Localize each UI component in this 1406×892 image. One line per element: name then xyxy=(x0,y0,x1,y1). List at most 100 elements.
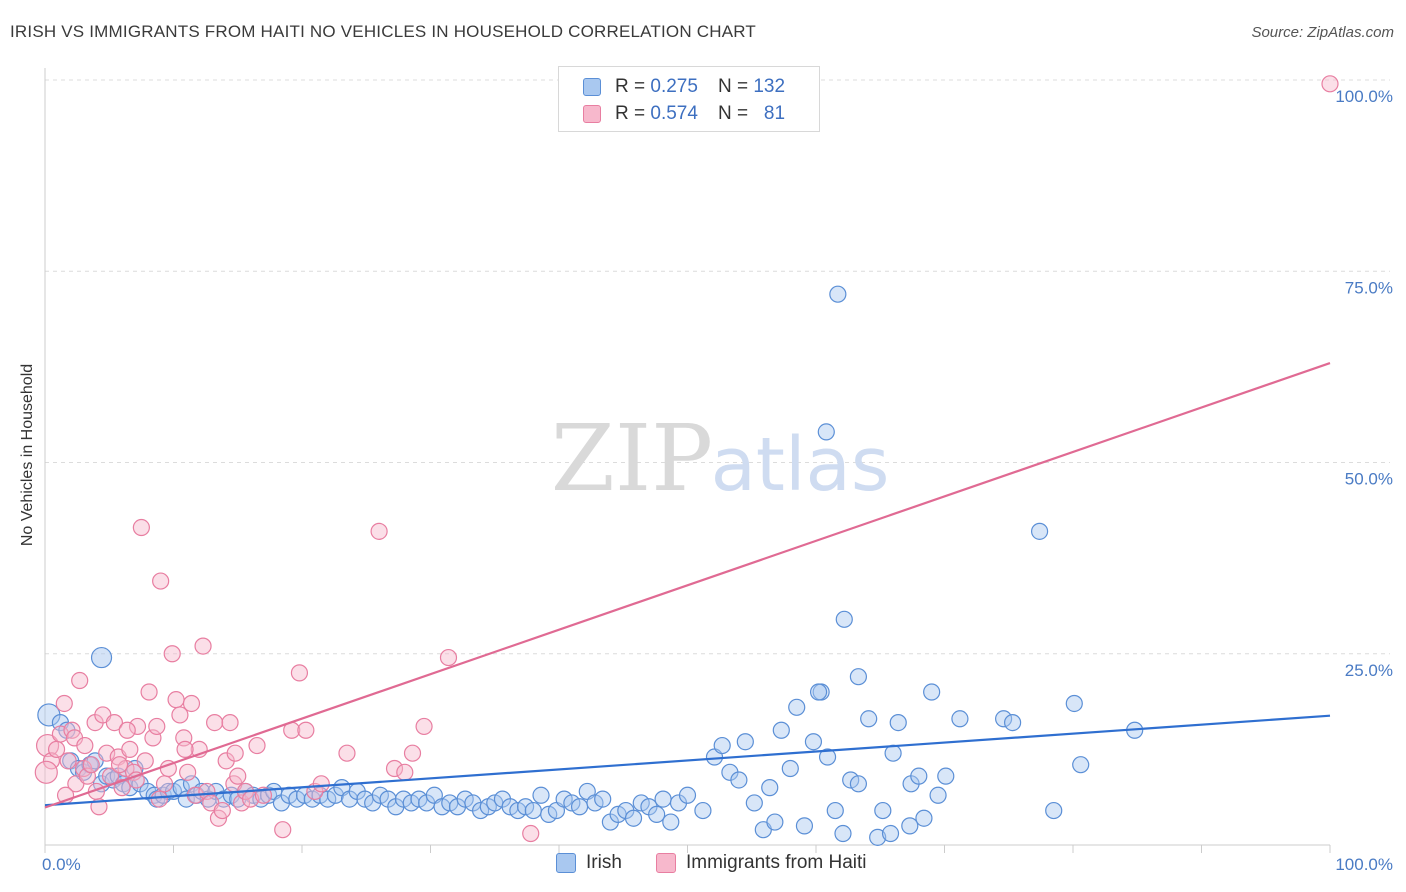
haiti-legend-swatch xyxy=(656,853,676,873)
legend-row-haiti: R = 0.574 N = 81 xyxy=(583,101,785,127)
haiti-point xyxy=(179,763,197,781)
haiti-point xyxy=(118,721,136,739)
irish-point xyxy=(834,824,852,843)
haiti-point xyxy=(59,752,77,770)
gridlines xyxy=(45,79,1390,655)
series-legend: Irish Immigrants from Haiti xyxy=(0,852,1406,878)
irish-point xyxy=(781,759,799,778)
haiti-point xyxy=(297,721,315,739)
irish-point xyxy=(901,817,919,835)
trend-lines xyxy=(44,362,1331,809)
irish-point xyxy=(761,779,779,797)
haiti-point xyxy=(248,736,266,755)
series-legend-irish[interactable]: Irish xyxy=(556,852,622,874)
irish-point xyxy=(788,698,806,716)
irish-point xyxy=(842,771,860,789)
watermark-atlas: atlas xyxy=(711,422,890,508)
haiti-point xyxy=(182,694,201,713)
irish-point xyxy=(818,748,837,766)
irish-point xyxy=(624,809,643,827)
haiti-point xyxy=(396,763,414,781)
irish-point xyxy=(632,794,650,812)
haiti-point xyxy=(439,648,458,667)
haiti-point xyxy=(110,756,129,774)
irish-point xyxy=(795,817,814,835)
haiti-point xyxy=(176,740,194,758)
irish-point xyxy=(1045,801,1063,820)
y-tick-label: 100.0% xyxy=(1335,87,1393,106)
haiti-point xyxy=(1321,75,1339,93)
haiti-point xyxy=(171,706,189,724)
irish-r-label: R = xyxy=(615,76,646,97)
irish-point xyxy=(829,285,847,303)
haiti-point xyxy=(206,713,224,732)
source-label: Source: ZipAtlas.com xyxy=(1251,24,1394,41)
series-legend-haiti[interactable]: Immigrants from Haiti xyxy=(656,852,867,874)
haiti-point xyxy=(82,756,100,774)
irish-point xyxy=(951,710,969,728)
haiti-r-value: 0.574 xyxy=(650,103,698,124)
legend-row-irish: R = 0.275 N = 132 xyxy=(583,74,785,100)
haiti-point xyxy=(121,740,139,758)
correlation-legend: R = 0.275 N = 132 R = 0.574 N = 81 xyxy=(558,66,820,132)
irish-legend-swatch xyxy=(556,853,576,873)
irish-point xyxy=(929,786,947,804)
irish-point xyxy=(472,801,490,820)
haiti-point xyxy=(229,767,247,785)
haiti-point xyxy=(155,775,174,793)
haiti-point xyxy=(163,645,181,663)
irish-point xyxy=(804,733,823,751)
irish-point xyxy=(1065,694,1083,713)
haiti-point xyxy=(415,717,433,736)
haiti-point xyxy=(194,637,212,655)
haiti-point xyxy=(290,664,309,682)
irish-point xyxy=(915,809,933,827)
haiti-n-label: N = xyxy=(717,103,749,124)
irish-point xyxy=(713,736,731,755)
haiti-point xyxy=(167,691,185,709)
irish-point xyxy=(849,775,868,793)
haiti-point xyxy=(213,801,231,820)
haiti-point xyxy=(105,713,123,732)
irish-point xyxy=(869,828,887,846)
haiti-point xyxy=(71,671,89,690)
haiti-point xyxy=(55,694,73,713)
irish-point xyxy=(745,794,763,812)
haiti-trend-line xyxy=(44,362,1331,809)
irish-point xyxy=(1030,522,1049,540)
irish-point xyxy=(654,790,672,808)
irish-point xyxy=(555,790,573,808)
haiti-point xyxy=(128,717,147,736)
irish-point xyxy=(1072,756,1090,774)
haiti-legend-label: Immigrants from Haiti xyxy=(686,852,867,873)
haiti-point xyxy=(127,771,145,789)
irish-point xyxy=(570,798,589,816)
irish-point xyxy=(772,721,790,739)
irish-point xyxy=(881,824,900,843)
irish-point xyxy=(371,786,389,804)
irish-point xyxy=(594,790,612,808)
irish-point xyxy=(456,790,474,808)
haiti-point xyxy=(385,759,404,778)
haiti-point xyxy=(76,736,94,755)
irish-point xyxy=(694,801,712,820)
haiti-n-value: 81 xyxy=(763,103,786,124)
irish-point xyxy=(90,646,113,669)
y-tick-label: 25.0% xyxy=(1345,661,1393,680)
haiti-point xyxy=(150,790,168,808)
irish-points xyxy=(37,285,1144,846)
irish-point xyxy=(817,423,835,441)
irish-point xyxy=(1004,713,1022,732)
haiti-point xyxy=(312,775,330,793)
irish-point xyxy=(563,794,581,812)
axes xyxy=(44,68,1331,853)
irish-point xyxy=(736,733,754,751)
haiti-point xyxy=(274,821,292,839)
haiti-r-label: R = xyxy=(615,103,646,124)
haiti-point xyxy=(522,824,540,843)
irish-point xyxy=(889,713,907,732)
irish-n-value: 132 xyxy=(753,76,786,97)
irish-point xyxy=(532,786,550,804)
irish-point xyxy=(910,767,928,785)
